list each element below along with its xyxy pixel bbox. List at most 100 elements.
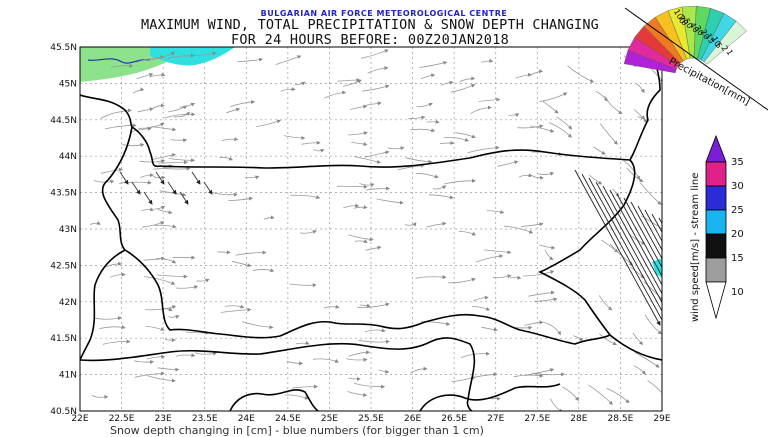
streamline — [292, 387, 317, 389]
streamline — [285, 395, 308, 399]
latitude-tick-label: 41.5N — [50, 334, 77, 344]
streamline — [405, 223, 416, 225]
streamline — [459, 231, 476, 234]
streamline — [573, 336, 582, 342]
streamline — [245, 177, 258, 178]
streamline — [444, 181, 475, 184]
longitude-tick-label: 25.5E — [358, 414, 384, 424]
streamline — [361, 50, 388, 58]
streamline — [379, 370, 389, 372]
streamline — [360, 184, 374, 186]
streamline — [460, 79, 475, 82]
streamline — [417, 103, 433, 106]
streamline — [377, 199, 404, 203]
wind-colorbar-segment-20 — [706, 210, 726, 234]
streamline — [253, 269, 274, 271]
streamline — [149, 75, 164, 77]
streamline — [534, 299, 557, 302]
streamline — [163, 168, 190, 169]
lat-lon-grid — [80, 47, 662, 411]
streamline — [264, 218, 274, 220]
streamline — [416, 277, 446, 279]
strong-wind-arrow — [589, 178, 674, 333]
streamline — [493, 275, 511, 277]
streamline — [433, 186, 446, 189]
streamline — [355, 241, 367, 243]
streamline — [142, 222, 164, 227]
streamline — [594, 147, 605, 154]
streamline — [481, 327, 497, 330]
latitude-tick-label: 44.5N — [50, 116, 77, 126]
streamline — [122, 144, 144, 145]
streamline — [301, 143, 320, 145]
wind-speed-colorbar — [706, 136, 726, 318]
streamline — [470, 108, 491, 114]
streamline — [568, 66, 594, 82]
wind-tick-20: 20 — [731, 229, 744, 240]
streamline — [351, 143, 366, 145]
streamline — [600, 124, 617, 145]
streamline — [256, 120, 280, 126]
streamline — [419, 62, 446, 67]
streamline — [147, 357, 165, 360]
streamline — [525, 322, 543, 325]
streamline — [640, 183, 661, 205]
streamline — [472, 306, 489, 310]
streamline — [504, 226, 533, 233]
streamline — [110, 275, 125, 278]
wind-arrow-west — [204, 182, 212, 194]
wind-tick-15: 15 — [731, 253, 744, 264]
streamline — [349, 352, 370, 356]
streamline — [631, 267, 645, 278]
longitude-tick-label: 22E — [71, 414, 88, 424]
snow-depth-footnote: Snow depth changing in [cm] - blue numbe… — [110, 424, 484, 437]
streamline — [348, 132, 367, 135]
streamline — [599, 295, 612, 309]
longitude-tick-label: 26E — [404, 414, 421, 424]
streamline — [300, 231, 316, 233]
streamline — [539, 245, 554, 248]
streamline — [242, 322, 273, 328]
streamline — [99, 327, 124, 329]
streamline — [158, 210, 172, 213]
streamline — [176, 286, 197, 288]
streamline — [551, 399, 563, 412]
strong-wind-arrow — [603, 186, 688, 341]
strong-wind-arrow — [596, 182, 681, 337]
streamline — [157, 162, 187, 163]
longitude-tick-label: 26.5E — [441, 414, 467, 424]
streamline — [508, 114, 518, 116]
streamline — [588, 385, 612, 405]
streamline — [426, 223, 445, 227]
wind-arrow-west — [180, 192, 188, 204]
streamline — [324, 307, 339, 308]
streamline — [596, 92, 608, 102]
latitude-tick-label: 44N — [59, 152, 77, 162]
streamline — [180, 103, 195, 107]
streamline — [530, 126, 553, 132]
streamline — [130, 129, 151, 133]
streamline — [354, 157, 380, 163]
wind-arrow-west — [120, 172, 128, 184]
streamline — [226, 109, 239, 113]
streamline — [165, 339, 175, 340]
streamline — [90, 223, 100, 224]
longitude-tick-label: 28.5E — [608, 414, 634, 424]
streamline — [354, 207, 367, 208]
streamline — [487, 211, 504, 213]
strong-wind-arrow — [582, 174, 667, 329]
streamline — [444, 137, 468, 140]
wind-colorbar-bottom-arrow — [706, 282, 726, 318]
strong-wind-arrow — [610, 190, 695, 345]
streamline — [197, 279, 209, 281]
streamline — [141, 210, 153, 211]
streamline — [410, 129, 435, 131]
streamline — [211, 192, 237, 195]
streamline — [528, 71, 542, 76]
streamline — [448, 279, 475, 283]
longitude-tick-label: 27.5E — [524, 414, 550, 424]
streamline — [357, 304, 389, 308]
streamline — [362, 86, 389, 92]
longitude-tick-label: 25E — [321, 414, 338, 424]
